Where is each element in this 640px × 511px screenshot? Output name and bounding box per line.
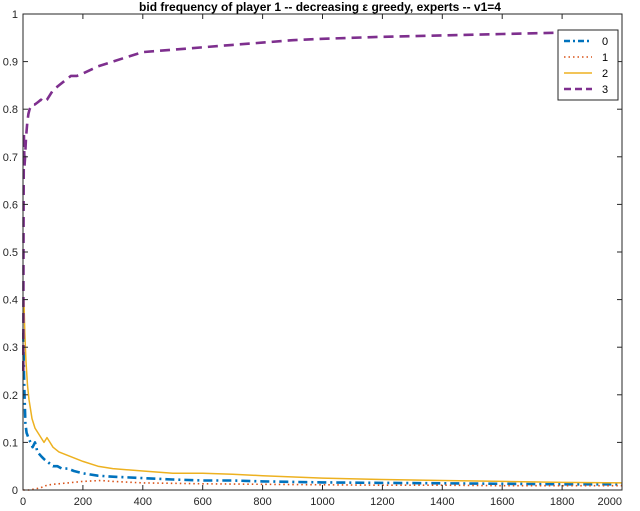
x-tick-label: 2000 (598, 496, 622, 508)
x-tick-label: 1800 (550, 496, 574, 508)
series-line-2 (22, 298, 623, 484)
x-tick-label: 1200 (370, 496, 394, 508)
x-axis-ticks: 0 200 400 600 800 1000 1200 1400 1600 1800 2000 (20, 14, 623, 508)
x-tick-label: 1600 (490, 496, 514, 508)
legend-label-1: 1 (602, 52, 608, 64)
y-tick-label: 1 (12, 9, 18, 21)
x-tick-label: 600 (194, 496, 212, 508)
legend-label-2: 2 (602, 68, 608, 80)
legend-label-0: 0 (602, 36, 608, 48)
x-tick-label: 0 (20, 496, 26, 508)
chart-title: bid frequency of player 1 -- decreasing … (139, 0, 501, 14)
series-line-1 (23, 479, 622, 491)
x-tick-label: 800 (253, 496, 271, 508)
y-tick-label: 0.2 (3, 390, 18, 402)
legend: 0 1 2 3 (557, 29, 619, 101)
y-tick-label: 0.4 (3, 295, 18, 307)
legend-label-3: 3 (602, 84, 608, 96)
y-tick-label: 0.7 (3, 152, 18, 164)
y-axis-ticks: 0 0.1 0.2 0.3 0.4 0.5 0.6 0.7 0.8 0.9 1 (3, 9, 622, 497)
y-tick-label: 0.1 (3, 437, 18, 449)
y-tick-label: 0.8 (3, 104, 18, 116)
y-tick-label: 0.5 (3, 247, 18, 259)
y-tick-label: 0 (12, 485, 18, 497)
y-tick-label: 0.3 (3, 342, 18, 354)
x-tick-label: 200 (74, 496, 92, 508)
series-line-3 (22, 30, 623, 372)
x-tick-label: 1400 (430, 496, 454, 508)
x-tick-label: 400 (134, 496, 152, 508)
y-tick-label: 0.9 (3, 57, 18, 69)
x-tick-label: 1000 (310, 496, 334, 508)
plot-series (22, 30, 623, 491)
series-line-0 (22, 332, 622, 486)
y-tick-label: 0.6 (3, 199, 18, 211)
